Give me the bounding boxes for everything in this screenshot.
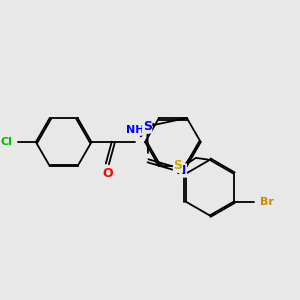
Text: N: N — [176, 164, 187, 177]
Text: S: S — [143, 120, 152, 133]
Text: O: O — [102, 167, 113, 180]
Text: S: S — [173, 159, 182, 172]
Text: Br: Br — [260, 196, 274, 207]
Text: Cl: Cl — [0, 137, 12, 147]
Text: NH: NH — [126, 125, 144, 135]
